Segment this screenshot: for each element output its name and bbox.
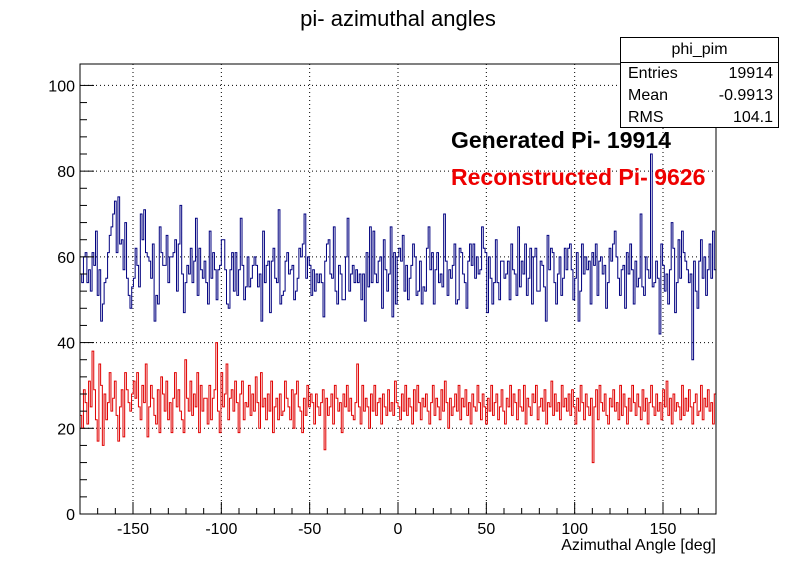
x-tick-label: 50 [477,521,495,538]
chart-title: pi- azimuthal angles [300,6,496,31]
y-tick-label: 40 [57,336,75,353]
series-line [80,153,716,361]
reconstructed-annotation: Reconstructed Pi- 9626 [451,164,706,190]
stats-key: RMS [628,109,664,126]
stats-key: Entries [628,65,678,82]
y-tick-label: 60 [57,250,75,267]
stats-row-entries: Entries 19914 [621,63,778,85]
stats-row-rms: RMS 104.1 [621,107,778,129]
x-tick-label: -100 [205,521,237,538]
stats-row-mean: Mean -0.9913 [621,85,778,107]
stats-value: 19914 [728,65,774,82]
x-tick-label: 100 [561,521,588,538]
stats-box: phi_pim Entries 19914 Mean -0.9913 RMS 1… [620,37,779,128]
y-tick-label: 0 [66,507,75,524]
x-tick-label: -50 [298,521,321,538]
stats-value: 104.1 [732,109,773,126]
stats-box-name: phi_pim [621,38,778,63]
stats-key: Mean [628,87,669,104]
series-line [80,342,716,464]
y-tick-label: 80 [57,164,75,181]
x-axis-label: Azimuthal Angle [deg] [561,537,716,554]
generated-annotation: Generated Pi- 19914 [451,127,671,153]
y-tick-label: 100 [48,78,75,95]
x-tick-label: -150 [117,521,149,538]
x-tick-label: 0 [394,521,403,538]
x-tick-label: 150 [650,521,677,538]
y-tick-label: 20 [57,421,75,438]
stats-value: -0.9913 [718,87,773,104]
